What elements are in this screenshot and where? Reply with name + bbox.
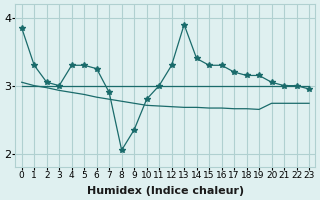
X-axis label: Humidex (Indice chaleur): Humidex (Indice chaleur) (87, 186, 244, 196)
